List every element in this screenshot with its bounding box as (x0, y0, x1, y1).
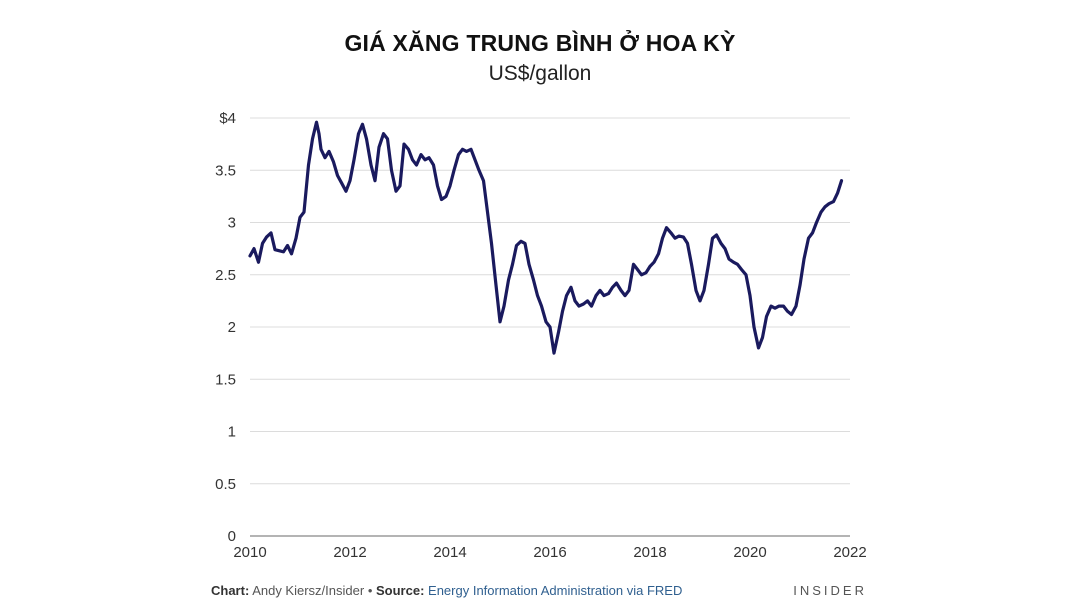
chart-credit-author: Andy Kiersz/Insider (252, 583, 365, 598)
x-tick-label: 2020 (733, 544, 766, 561)
price-series-line (248, 120, 844, 355)
chart-grid (250, 117, 850, 537)
y-tick-label: 0 (228, 528, 236, 545)
x-tick-label: 2010 (233, 544, 266, 561)
footer-separator: • (367, 583, 373, 598)
y-tick-label: 2 (228, 319, 236, 336)
y-tick-label: 0.5 (215, 476, 236, 493)
y-tick-label: 1 (228, 424, 236, 441)
chart-footer: Chart: Andy Kiersz/Insider • Source: Ene… (211, 583, 682, 598)
y-tick-label: 3 (228, 215, 236, 232)
y-tick-label: 3.5 (215, 162, 236, 179)
source-text: Energy Information Administration via FR… (428, 583, 683, 598)
x-tick-label: 2016 (533, 544, 566, 561)
chart-title: GIÁ XĂNG TRUNG BÌNH Ở HOA KỲ (344, 30, 736, 56)
chart-credit-label: Chart: (211, 583, 250, 598)
chart-subtitle: US$/gallon (488, 62, 592, 85)
x-tick-label: 2014 (433, 544, 466, 561)
insider-logo: INSIDER (793, 583, 867, 598)
y-axis-labels: $4 3.5 3 2.5 2 1.5 1 0.5 0 (215, 110, 236, 545)
x-axis-labels: 2010 2012 2014 2016 2018 2020 2022 (233, 544, 866, 561)
source-label: Source: (376, 583, 425, 598)
y-tick-label: 1.5 (215, 371, 236, 388)
x-tick-label: 2012 (333, 544, 366, 561)
y-tick-label: 2.5 (215, 267, 236, 284)
y-tick-label: $4 (219, 110, 236, 127)
x-tick-label: 2022 (833, 544, 866, 561)
x-tick-label: 2018 (633, 544, 666, 561)
